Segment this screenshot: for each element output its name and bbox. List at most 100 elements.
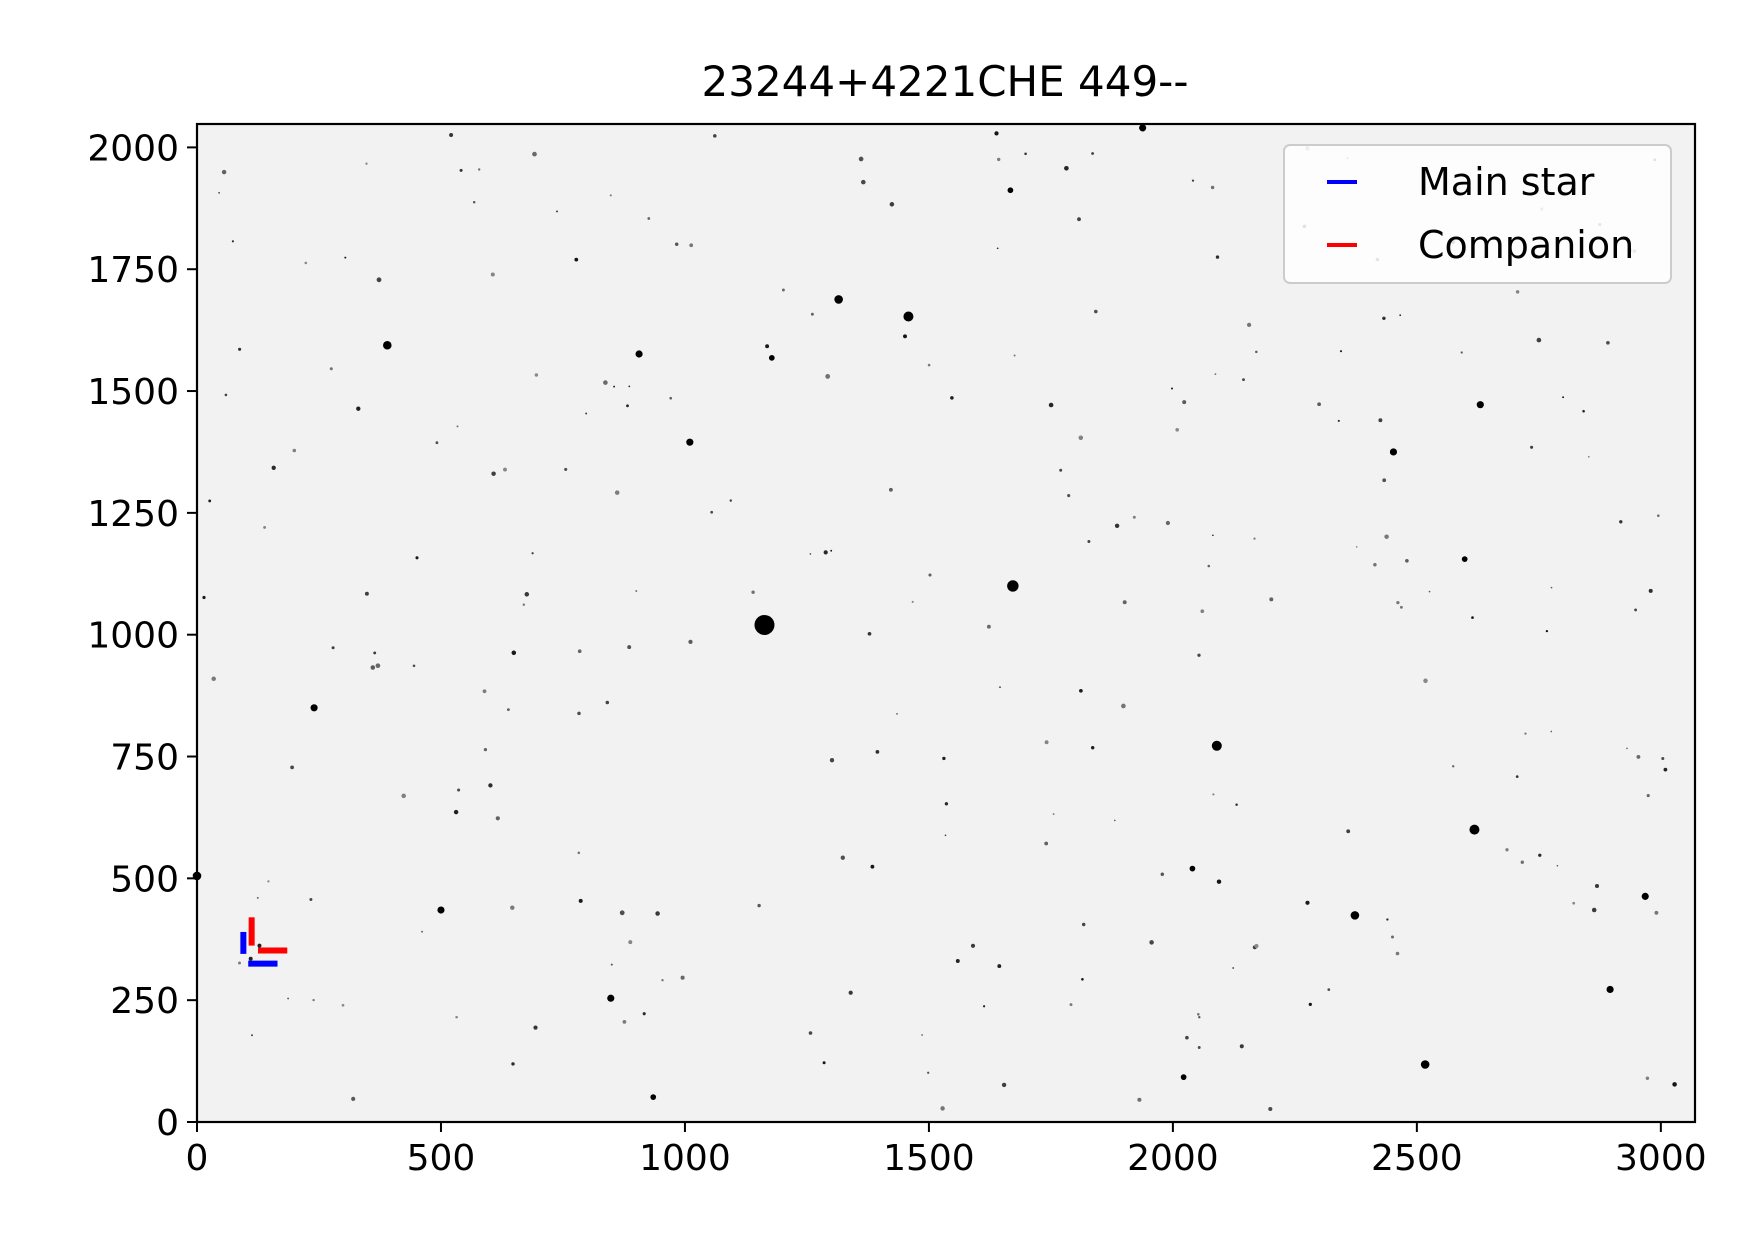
- faint-star: [488, 783, 493, 788]
- faint-star: [524, 592, 530, 597]
- y-tick-label: 1750: [87, 250, 179, 291]
- faint-star: [1460, 351, 1463, 354]
- faint-star: [781, 288, 785, 292]
- faint-star: [1337, 419, 1340, 422]
- bright-star: [768, 355, 775, 361]
- faint-star: [435, 441, 439, 445]
- faint-star: [1405, 558, 1409, 563]
- faint-star: [647, 217, 651, 220]
- faint-star: [1044, 841, 1049, 846]
- faint-star: [1619, 520, 1623, 524]
- faint-star: [1114, 523, 1120, 529]
- bright-star: [1139, 124, 1147, 132]
- faint-star: [680, 975, 685, 980]
- faint-star: [1382, 316, 1386, 321]
- faint-star: [642, 1012, 646, 1016]
- bright-star: [607, 994, 615, 1002]
- faint-star: [202, 595, 206, 600]
- faint-star: [1197, 1013, 1200, 1016]
- faint-star: [823, 550, 828, 555]
- faint-star: [619, 910, 625, 916]
- bright-star: [834, 295, 843, 304]
- faint-star: [1636, 754, 1641, 759]
- faint-star: [351, 1096, 356, 1101]
- faint-star: [256, 896, 259, 899]
- faint-star: [309, 897, 313, 902]
- faint-star: [1091, 152, 1094, 155]
- faint-star: [1170, 387, 1174, 390]
- faint-star: [1069, 1003, 1073, 1007]
- faint-star: [1562, 396, 1565, 399]
- bright-star: [650, 1094, 657, 1101]
- faint-star: [263, 525, 267, 529]
- faint-star: [848, 990, 853, 995]
- faint-star: [532, 151, 537, 157]
- faint-star: [290, 765, 294, 770]
- faint-star: [655, 911, 660, 916]
- faint-star: [1452, 765, 1455, 768]
- faint-star: [674, 242, 679, 246]
- bright-star: [1211, 740, 1222, 751]
- faint-star: [875, 750, 880, 754]
- faint-star: [1087, 540, 1091, 543]
- faint-star: [267, 880, 270, 883]
- faint-star: [495, 816, 500, 821]
- faint-star: [1395, 951, 1400, 956]
- bright-star: [754, 614, 775, 635]
- faint-star: [1255, 350, 1258, 354]
- faint-star: [1214, 373, 1217, 376]
- plot-frame: [195, 122, 1697, 1124]
- faint-star: [577, 711, 581, 716]
- bright-star: [903, 311, 914, 322]
- faint-star: [1646, 794, 1650, 798]
- faint-star: [1093, 309, 1098, 314]
- faint-star: [627, 645, 632, 650]
- faint-star: [1515, 775, 1519, 778]
- y-tick-label: 1000: [87, 616, 179, 657]
- faint-star: [1216, 879, 1222, 884]
- faint-star: [808, 1031, 813, 1035]
- series-markers: [240, 917, 288, 967]
- faint-star: [556, 210, 558, 213]
- faint-star: [370, 665, 376, 670]
- faint-star: [531, 552, 534, 555]
- faint-star: [1210, 185, 1215, 190]
- legend-box: [1283, 144, 1672, 284]
- faint-star: [944, 834, 947, 837]
- faint-star: [1587, 455, 1590, 458]
- bright-star: [1420, 1060, 1430, 1069]
- faint-star: [364, 591, 369, 596]
- faint-star: [1378, 418, 1383, 423]
- faint-star: [614, 490, 620, 495]
- faint-star: [729, 499, 732, 502]
- faint-star: [577, 851, 581, 855]
- legend: Main star Companion: [1283, 144, 1672, 284]
- bright-star: [1476, 401, 1484, 409]
- faint-star: [994, 131, 999, 136]
- faint-star: [1122, 600, 1127, 605]
- faint-star: [610, 963, 613, 966]
- y-tick-label: 1500: [87, 372, 179, 413]
- faint-star: [304, 261, 308, 265]
- faint-star: [1165, 520, 1170, 526]
- faint-star: [889, 202, 895, 207]
- bright-star: [1007, 187, 1014, 194]
- faint-star: [1536, 337, 1542, 343]
- faint-star: [757, 903, 761, 908]
- faint-star: [1606, 340, 1610, 345]
- faint-star: [1373, 563, 1377, 567]
- faint-star: [1048, 402, 1054, 408]
- bright-star: [1007, 580, 1019, 592]
- faint-star: [365, 162, 368, 165]
- bright-star: [1641, 892, 1649, 900]
- faint-star: [689, 243, 694, 248]
- faint-star: [1235, 803, 1238, 806]
- faint-star: [1137, 1097, 1142, 1102]
- faint-star: [1024, 152, 1027, 156]
- faint-star: [344, 256, 347, 259]
- faint-star: [1212, 793, 1215, 796]
- faint-star: [511, 1062, 515, 1066]
- faint-star: [1654, 910, 1659, 915]
- faint-star: [1346, 829, 1351, 834]
